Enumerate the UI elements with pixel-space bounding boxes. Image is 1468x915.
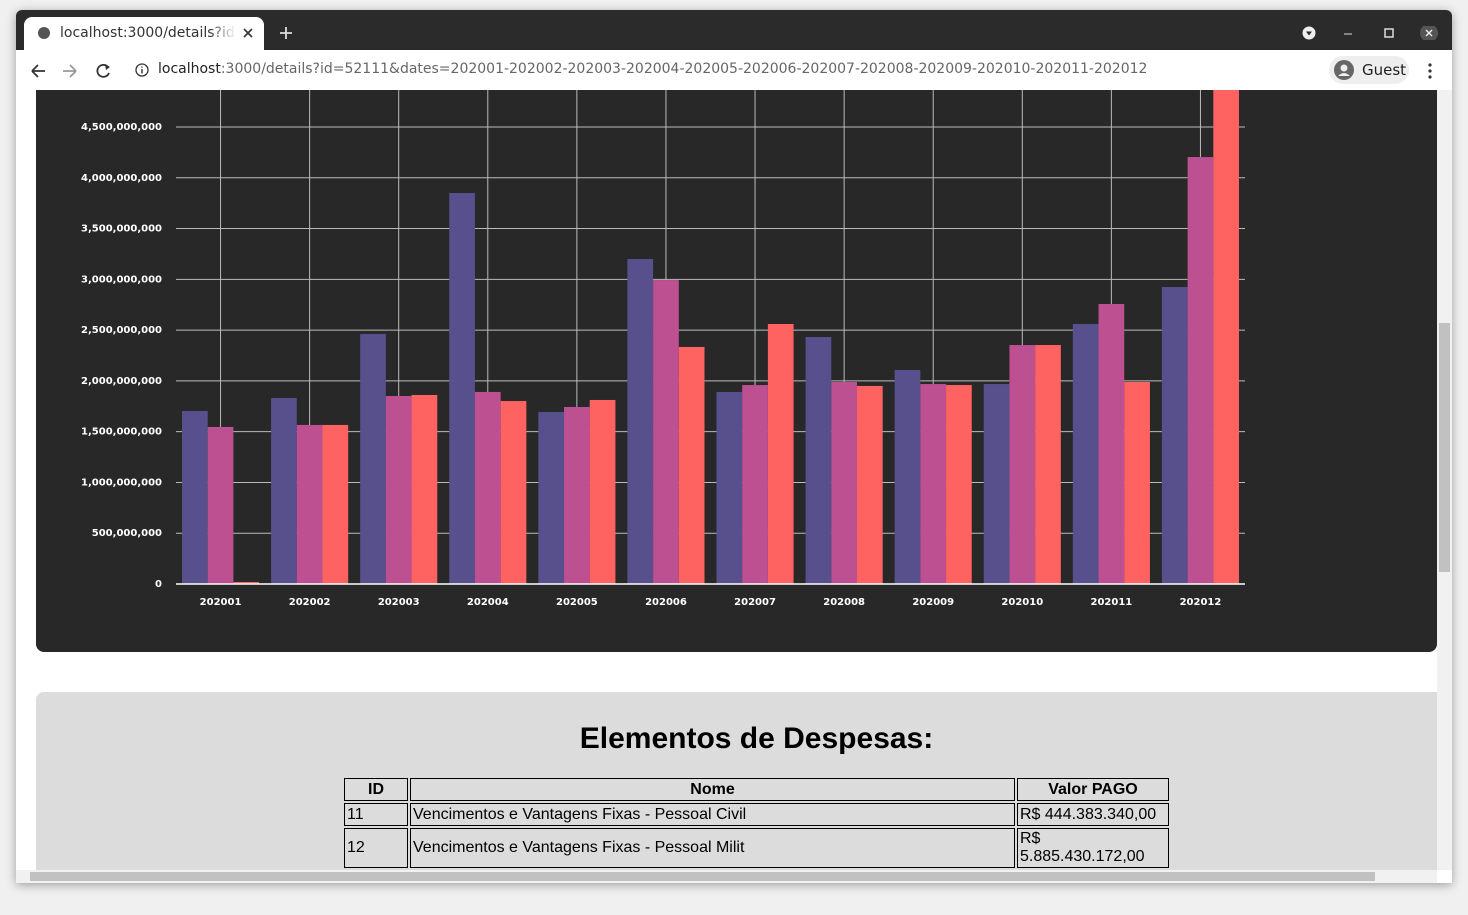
y-tick-label: 0: [155, 579, 162, 590]
table-row: 12 Vencimentos e Vantagens Fixas - Pessoa…: [344, 828, 1169, 868]
nav-buttons[interactable]: [30, 62, 130, 80]
x-tick-label: 202002: [289, 597, 331, 608]
bar: [983, 384, 1010, 584]
url[interactable]: localhost:3000/details?id=52111&dates=20…: [158, 61, 1147, 77]
x-tick-label: 202010: [1001, 597, 1043, 608]
x-tick-label: 202001: [200, 597, 242, 608]
horizontal-scrollbar[interactable]: [16, 870, 1437, 883]
table-title: Elementos de Despesas:: [579, 722, 934, 755]
y-tick-label: 2,500,000,000: [81, 325, 162, 336]
table-cell: R$ 5.885.430.172,00: [1017, 828, 1169, 868]
bar: [1187, 157, 1214, 584]
bar: [805, 337, 832, 584]
bar: [449, 192, 475, 584]
bar: [474, 391, 501, 584]
bar: [856, 385, 883, 584]
x-tick-label: 202012: [1180, 597, 1222, 608]
scroll-thumb[interactable]: [30, 872, 1375, 881]
tab-search[interactable]: [1302, 26, 1316, 40]
bar: [742, 385, 768, 584]
y-tick-label: 3,500,000,000: [81, 224, 162, 235]
bar: [1213, 90, 1240, 584]
x-tick-label: 202008: [823, 597, 865, 608]
bar: [271, 398, 297, 584]
bar: [564, 406, 590, 584]
bar: [296, 424, 323, 584]
bar: [946, 385, 972, 584]
bar: [1124, 381, 1150, 584]
bar: [360, 333, 386, 584]
bar: [1072, 324, 1099, 584]
table-cell: 11: [344, 803, 408, 826]
profile-name: Guest: [1362, 61, 1407, 79]
y-tick-label: 1,500,000,000: [81, 427, 162, 438]
y-tick-label: 4,000,000,000: [81, 173, 162, 184]
bar: [233, 581, 260, 584]
url-rest: :3000/details?id=52111&dates=202001-2020…: [220, 61, 1148, 77]
bar: [716, 391, 743, 584]
table-panel: Elementos de Despesas: ID Nome Valor PAGO 1…: [36, 692, 1437, 870]
bar: [1035, 345, 1061, 584]
bar: [678, 346, 705, 584]
url-host: localhost: [158, 61, 221, 77]
x-tick-label: 202011: [1091, 597, 1133, 608]
bar: [181, 411, 208, 584]
x-tick-label: 202004: [467, 597, 509, 608]
y-tick-label: 3,000,000,000: [81, 274, 162, 285]
table-cell: 12: [344, 828, 408, 868]
y-tick-label: 500,000,000: [92, 528, 162, 539]
bar: [411, 394, 438, 584]
bar: [1098, 303, 1125, 584]
bar: [1009, 345, 1036, 584]
bar: [500, 400, 527, 584]
bar: [920, 384, 947, 584]
browser-window: localhost:3000/details?id localhost:3000…: [16, 10, 1452, 883]
profile-button[interactable]: Guest: [1329, 56, 1409, 84]
tab-icon: [38, 27, 50, 39]
tab-bar: localhost:3000/details?id: [16, 10, 1452, 50]
new-tab[interactable]: [279, 26, 293, 40]
column-header: Valor PAGO: [1017, 778, 1169, 801]
table: ID Nome Valor PAGO 11 Vencimentos e Vantagen…: [342, 776, 1171, 870]
scroll-thumb[interactable]: [1439, 323, 1450, 572]
table-cell: R$ 444.383.340,00: [1017, 803, 1169, 826]
bar: [207, 426, 234, 584]
x-tick-label: 202005: [556, 597, 598, 608]
x-tick-label: 202003: [378, 597, 420, 608]
tab-close[interactable]: [242, 27, 254, 39]
column-header: Nome: [410, 778, 1015, 801]
table-row: 11 Vencimentos e Vantagens Fixas - Pessoa…: [344, 803, 1169, 826]
bar: [831, 381, 857, 584]
bar: [1161, 287, 1188, 584]
vertical-scrollbar[interactable]: [1437, 90, 1452, 870]
y-tick-label: 2,000,000,000: [81, 376, 162, 387]
column-header: ID: [344, 778, 408, 801]
bar: [538, 411, 565, 584]
menu[interactable]: [1424, 62, 1436, 80]
window-controls[interactable]: [1342, 26, 1442, 40]
site-info[interactable]: [135, 63, 149, 77]
tab-title: localhost:3000/details?id: [60, 25, 235, 41]
bar: [653, 280, 679, 584]
chart: 0 500,000,000 1,000,000,000 1,500,000,000 2,…: [81, 90, 1245, 608]
table-cell: Vencimentos e Vantagens Fixas - Pessoal …: [410, 828, 1015, 868]
page-content: 0 500,000,000 1,000,000,000 1,500,000,000 2,…: [16, 90, 1437, 870]
bar: [589, 399, 616, 584]
x-tick-label: 202006: [645, 597, 687, 608]
x-tick-label: 202009: [912, 597, 954, 608]
bar: [385, 396, 412, 584]
table-cell: Vencimentos e Vantagens Fixas - Pessoal …: [410, 803, 1015, 826]
tab[interactable]: localhost:3000/details?id: [24, 17, 264, 50]
bar: [767, 324, 794, 584]
y-tick-label: 4,500,000,000: [81, 122, 162, 133]
bar: [627, 259, 654, 584]
profile-icon: [1334, 60, 1354, 80]
bar: [322, 424, 349, 584]
address-bar: localhost:3000/details?id=52111&dates=20…: [16, 50, 1452, 91]
y-tick-label: 1,000,000,000: [81, 477, 162, 488]
bar: [894, 370, 921, 584]
x-tick-label: 202007: [734, 597, 776, 608]
